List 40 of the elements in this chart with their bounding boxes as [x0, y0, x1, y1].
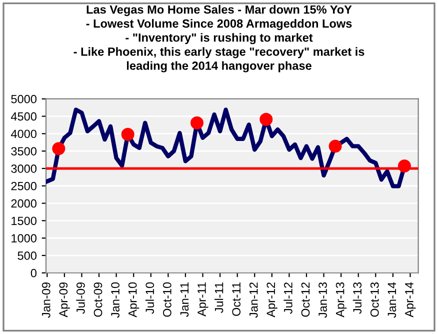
y-tick-label: 4500 — [10, 112, 37, 121]
x-tick-label: Apr-10 — [128, 282, 140, 318]
x-tick-label: Oct-10 — [162, 282, 172, 317]
x-tick-label: Oct-12 — [301, 282, 310, 317]
x-tick-label: Jul-09 — [76, 282, 85, 314]
point — [260, 112, 273, 126]
y-tick-label: 1000 — [12, 234, 37, 242]
x-tick-label: Jul-12 — [284, 282, 292, 314]
y-tick-label: 1500 — [12, 216, 37, 226]
x-tick-label: Apr-09 — [59, 282, 70, 318]
x-tick-label: Jan-11 — [180, 282, 189, 317]
x-tick-label: Apr-13 — [336, 282, 347, 318]
y-tick-label: 2500 — [11, 182, 37, 190]
point — [190, 116, 204, 130]
x-tick-label: Jan-14 — [388, 282, 396, 318]
x-tick-label: Jan-13 — [318, 282, 327, 318]
point — [52, 142, 66, 156]
y-tick-label: 4000 — [10, 130, 37, 138]
y-tick-label: 3500 — [11, 147, 37, 156]
x-tick-label: Apr-12 — [266, 282, 278, 318]
x-tick-label: Apr-11 — [198, 282, 208, 316]
x-tick-label: Oct-13 — [370, 282, 379, 317]
y-tick-label: 2000 — [11, 199, 37, 208]
x-tick-label: Oct-11 — [232, 282, 240, 316]
y-tick-label: 3000 — [11, 164, 37, 173]
point — [398, 160, 411, 173]
point — [328, 140, 342, 153]
x-tick-label: Jan-12 — [249, 282, 258, 318]
x-tick-label: Jul-11 — [214, 282, 224, 313]
x-tick-label: Jan-10 — [111, 282, 120, 318]
y-tick-label: 5000 — [11, 94, 37, 104]
y-tick-label: 500 — [18, 252, 36, 260]
chart-title: Las Vegas Mo Home Sales - Mar down 15% YoY - Lowest Volume Since 2008 Armageddon Lows - "Inventory" is rushing to market - Like Phoenix, this early stage "recovery" market is leading the 2014 hangover phase — [74, 5, 364, 72]
x-tick-label: Jul-13 — [352, 282, 362, 314]
y-tick-label: 0 — [30, 268, 36, 278]
point — [121, 128, 134, 141]
x-tick-label: Apr-14 — [405, 282, 416, 318]
x-tick-label: Jul-10 — [145, 282, 154, 314]
x-tick-label: Oct-09 — [94, 282, 102, 317]
x-tick-label: Jan-09 — [42, 282, 50, 318]
